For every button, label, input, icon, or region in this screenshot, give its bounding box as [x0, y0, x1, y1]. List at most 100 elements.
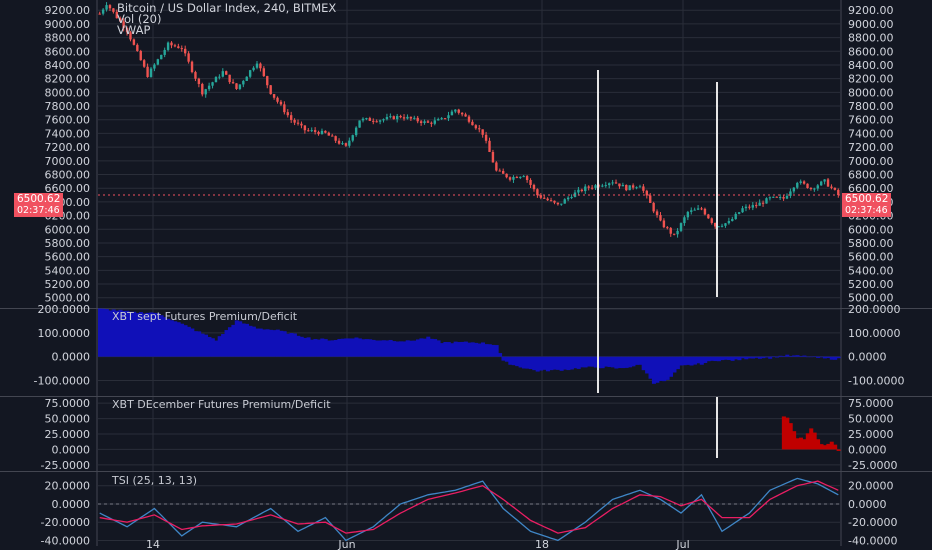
candle-body — [163, 49, 166, 55]
candle-body — [796, 182, 799, 188]
sept-premium-bar — [720, 356, 725, 361]
chart-title: Bitcoin / US Dollar Index, 240, BITMEX — [117, 1, 337, 15]
x-axis-tick-label: 14 — [146, 538, 160, 550]
candle-body — [813, 188, 816, 190]
candle-body — [238, 84, 242, 89]
sept-premium-bar — [498, 353, 503, 357]
sept-premium-bar — [405, 340, 410, 357]
sept-premium-bar — [392, 341, 397, 357]
sept-premium-bar — [754, 356, 759, 358]
sept-premium-bar — [374, 340, 379, 357]
price-tick-label-right: 8600.00 — [848, 45, 894, 58]
candle-body — [361, 118, 365, 121]
sept-premium-bar — [696, 356, 701, 364]
price-tick-label-left: 8600.00 — [45, 45, 91, 58]
candle-body — [242, 80, 245, 85]
dec-tick-label-left: 25.0000 — [45, 428, 91, 441]
last-price-value: 6500.62 — [845, 193, 889, 205]
sept-premium-bar — [176, 322, 181, 357]
sept-premium-bar — [740, 356, 745, 359]
candle-body — [190, 61, 194, 73]
sept-premium-bar — [125, 310, 130, 357]
candle-body — [655, 211, 659, 216]
vol-label: Vol (20) — [117, 12, 162, 26]
candle-body — [337, 140, 341, 144]
candle-body — [491, 151, 495, 163]
bar-countdown: 02:37:46 — [17, 205, 60, 216]
sept-premium-bar — [221, 334, 226, 357]
candle-body — [125, 28, 129, 33]
dec-premium-bar — [812, 432, 817, 450]
candle-body — [266, 76, 269, 86]
candle-body — [717, 226, 720, 228]
sept-premium-bar — [351, 338, 356, 357]
sept-premium-bar — [682, 356, 687, 366]
sept-premium-bar — [795, 355, 800, 357]
sept-premium-bar — [169, 320, 174, 357]
sept-premium-bar — [320, 338, 325, 357]
sept-premium-bar — [251, 326, 256, 357]
sept-premium-bar — [487, 344, 492, 357]
candle-body — [443, 118, 447, 120]
sept-premium-bar — [330, 340, 335, 357]
candle-body — [310, 130, 313, 132]
price-tick-label-left: 7200.00 — [45, 141, 91, 154]
sept-premium-bar — [354, 337, 359, 357]
sept-premium-bar — [723, 356, 728, 360]
sept-premium-bar — [470, 342, 475, 357]
candle-body — [320, 130, 324, 135]
sept-premium-bar — [785, 354, 790, 357]
candle-body — [737, 212, 741, 214]
tsi-tick-label-right: -40.0000 — [848, 534, 897, 547]
candle-body — [460, 112, 464, 115]
sept-tick-label-right: 0.0000 — [848, 351, 887, 364]
sept-premium-bar — [474, 342, 479, 357]
sept-premium-bar — [193, 331, 198, 357]
candle-body — [437, 119, 440, 121]
sept-premium-bar — [310, 339, 315, 357]
candle-body — [180, 48, 183, 50]
sept-premium-bar — [641, 356, 646, 371]
sept-premium-bar — [245, 323, 250, 357]
candle-body — [105, 5, 108, 10]
candle-body — [618, 183, 621, 187]
sept-premium-bar — [286, 333, 291, 357]
price-tick-label-left: 9200.00 — [45, 4, 91, 17]
sept-premium-bar — [108, 310, 113, 357]
price-tick-label-left: 7400.00 — [45, 127, 91, 140]
candle-body — [354, 127, 358, 136]
sept-premium-bar — [580, 356, 585, 368]
candle-body — [830, 186, 833, 188]
sept-premium-bar — [166, 318, 171, 357]
sept-tick-label-left: 200.0000 — [38, 303, 91, 316]
sept-premium-bar — [805, 356, 810, 358]
candle-body — [649, 195, 652, 203]
sept-premium-bar — [118, 309, 123, 357]
candle-body — [235, 83, 238, 89]
dec-premium-bar — [785, 417, 790, 450]
candle-body — [755, 205, 758, 207]
candle-body — [512, 176, 515, 180]
candle-body — [129, 32, 132, 40]
sept-premium-bar — [111, 309, 116, 357]
tsi-pane-title: TSI (25, 13, 13) — [112, 474, 198, 487]
candle-body — [313, 130, 317, 132]
sept-premium-bar — [699, 356, 704, 365]
candle-body — [457, 109, 460, 113]
candle-body — [659, 215, 662, 221]
sept-premium-bar — [751, 356, 756, 359]
dec-tick-label-right: 0.0000 — [848, 443, 887, 456]
sept-premium-bar — [614, 356, 619, 369]
sept-premium-bar — [173, 321, 178, 357]
vwap-label: VWAP — [117, 23, 151, 37]
sept-premium-bar — [186, 326, 191, 357]
candle-body — [378, 120, 382, 122]
price-tick-label-right: 7000.00 — [848, 155, 894, 168]
price-tick-label-right: 7200.00 — [848, 141, 894, 154]
sept-premium-bar — [480, 342, 485, 357]
candle-body — [690, 210, 693, 212]
sept-premium-bar — [716, 356, 721, 362]
dec-pane-title: XBT DEcember Futures Premium/Deficit — [112, 398, 331, 411]
sept-premium-bar — [207, 336, 212, 357]
candle-body — [132, 39, 136, 45]
